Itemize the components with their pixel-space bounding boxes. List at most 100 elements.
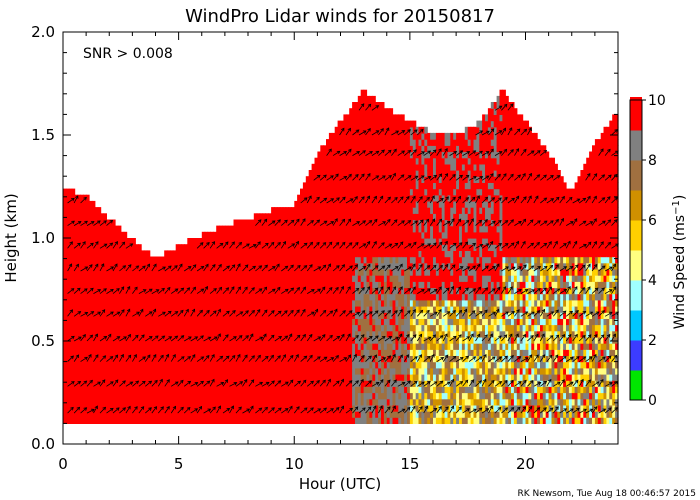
heatmap-cell bbox=[181, 268, 185, 276]
heatmap-cell bbox=[239, 417, 243, 424]
heatmap-cell bbox=[77, 244, 81, 251]
heatmap-cell bbox=[190, 287, 194, 295]
heatmap-cell bbox=[201, 343, 206, 350]
heatmap-cell bbox=[129, 386, 133, 394]
heatmap-cell bbox=[219, 275, 223, 282]
heatmap-cell bbox=[227, 355, 232, 363]
heatmap-cell bbox=[103, 293, 107, 301]
heatmap-cell bbox=[80, 262, 84, 270]
heatmap-cell bbox=[80, 318, 84, 326]
heatmap-cell bbox=[129, 250, 133, 258]
heatmap-cell bbox=[109, 312, 113, 319]
heatmap-cell bbox=[89, 312, 93, 319]
heatmap-cell bbox=[175, 367, 180, 375]
heatmap-cell bbox=[74, 262, 79, 270]
heatmap-cell bbox=[242, 417, 246, 424]
heatmap-cell bbox=[161, 256, 165, 264]
heatmap-cell bbox=[170, 262, 174, 270]
heatmap-cell bbox=[236, 299, 240, 307]
heatmap-cell bbox=[213, 392, 217, 400]
heatmap-cell bbox=[68, 213, 73, 221]
heatmap-cell bbox=[239, 281, 243, 289]
heatmap-cell bbox=[74, 219, 79, 227]
heatmap-cell bbox=[190, 398, 194, 406]
heatmap-cell bbox=[63, 361, 67, 369]
heatmap-cell bbox=[80, 330, 84, 338]
heatmap-cell bbox=[83, 361, 87, 369]
heatmap-cell bbox=[132, 318, 136, 326]
heatmap-cell bbox=[184, 392, 188, 400]
heatmap-cell bbox=[196, 355, 200, 363]
heatmap-cell bbox=[106, 231, 110, 239]
heatmap-cell bbox=[94, 343, 99, 350]
heatmap-cell bbox=[181, 250, 185, 258]
heatmap-cell bbox=[80, 200, 84, 208]
heatmap-cell bbox=[204, 312, 209, 319]
heatmap-cell bbox=[190, 330, 194, 338]
heatmap-cell bbox=[86, 281, 90, 289]
heatmap-cell bbox=[181, 262, 185, 270]
heatmap-cell bbox=[89, 299, 93, 307]
heatmap-cell bbox=[201, 367, 206, 375]
heatmap-cell bbox=[141, 411, 145, 418]
heatmap-cell bbox=[230, 287, 235, 295]
heatmap-cell bbox=[117, 336, 122, 344]
heatmap-cell bbox=[63, 200, 67, 208]
heatmap-cell bbox=[201, 336, 206, 344]
heatmap-cell bbox=[242, 367, 246, 375]
heatmap-cell bbox=[141, 386, 145, 394]
heatmap-cell bbox=[190, 262, 194, 270]
heatmap-cell bbox=[135, 343, 139, 350]
heatmap-cell bbox=[239, 355, 243, 363]
heatmap-cell bbox=[178, 361, 183, 369]
heatmap-cell bbox=[146, 417, 151, 424]
heatmap-cell bbox=[115, 336, 119, 344]
heatmap-cell bbox=[190, 238, 194, 245]
heatmap-cell bbox=[245, 324, 249, 332]
heatmap-cell bbox=[158, 374, 162, 381]
heatmap-cell bbox=[74, 398, 79, 406]
heatmap-cell bbox=[143, 299, 148, 307]
heatmap-cell bbox=[97, 411, 102, 418]
heatmap-cell bbox=[132, 343, 136, 350]
heatmap-cell bbox=[149, 318, 154, 326]
heatmap-cell bbox=[77, 318, 81, 326]
heatmap-cell bbox=[210, 318, 214, 326]
heatmap-cell bbox=[123, 336, 128, 344]
heatmap-cell bbox=[152, 299, 157, 307]
heatmap-cell bbox=[106, 268, 110, 276]
heatmap-cell bbox=[91, 225, 96, 233]
heatmap-cell bbox=[106, 281, 110, 289]
heatmap-cell bbox=[80, 417, 84, 424]
heatmap-cell bbox=[83, 386, 87, 394]
heatmap-cell bbox=[204, 238, 209, 245]
wind-speed-heatmap bbox=[63, 89, 619, 424]
heatmap-cell bbox=[146, 324, 151, 332]
heatmap-cell bbox=[83, 281, 87, 289]
heatmap-cell bbox=[184, 256, 188, 264]
heatmap-cell bbox=[65, 386, 70, 394]
heatmap-cell bbox=[184, 244, 188, 251]
heatmap-cell bbox=[100, 404, 105, 412]
heatmap-cell bbox=[109, 367, 113, 375]
heatmap-cell bbox=[178, 336, 183, 344]
heatmap-cell bbox=[233, 349, 237, 356]
heatmap-cell bbox=[74, 361, 79, 369]
heatmap-cell bbox=[83, 411, 87, 418]
heatmap-cell bbox=[109, 386, 113, 394]
heatmap-cell bbox=[63, 312, 67, 319]
heatmap-cell bbox=[135, 349, 139, 356]
heatmap-cell bbox=[63, 293, 67, 301]
heatmap-cell bbox=[207, 231, 211, 239]
heatmap-cell bbox=[68, 374, 73, 381]
heatmap-cell bbox=[135, 318, 139, 326]
heatmap-cell bbox=[89, 392, 93, 400]
heatmap-cell bbox=[172, 417, 177, 424]
heatmap-cell bbox=[224, 336, 229, 344]
heatmap-cell bbox=[123, 299, 128, 307]
heatmap-cell bbox=[233, 306, 237, 313]
heatmap-cell bbox=[91, 287, 96, 295]
heatmap-cell bbox=[193, 367, 197, 375]
heatmap-cell bbox=[175, 324, 180, 332]
heatmap-cell bbox=[213, 299, 217, 307]
